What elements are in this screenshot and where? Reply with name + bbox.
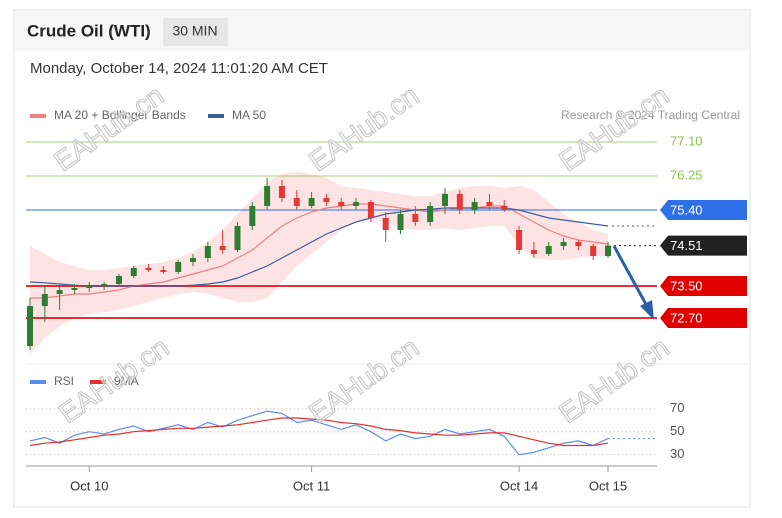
candle-body [441,194,448,206]
level-label: 72.70 [670,310,703,325]
level-label-box [660,276,747,296]
candle-body [456,194,463,210]
timeframe: 30 MIN [172,23,217,39]
level-label: 74.51 [670,238,703,253]
candle-body [590,246,597,256]
legend-swatch [30,114,46,118]
legend-swatch [30,380,46,384]
candle-body [234,226,241,250]
x-tick-label: Oct 14 [500,478,538,493]
level-label: 76.25 [670,167,703,182]
candle-body [41,294,48,306]
candle-body [382,218,389,230]
credit: Research © 2024 Trading Central [561,108,740,122]
candle-body [575,242,582,246]
candle-body [338,202,345,206]
legend-label: RSI [54,374,74,388]
candle-body [101,284,108,286]
candle-body [516,230,523,250]
legend-label: MA 20 + Bollinger Bands [54,108,186,122]
candle-body [397,214,404,230]
legend-swatch [90,380,106,384]
candle-body [605,245,611,256]
datetime: Monday, October 14, 2024 11:01:20 AM CET [30,60,328,77]
bollinger-band [30,172,608,354]
level-label: 75.40 [670,202,703,217]
candle-body [278,186,285,198]
level-label: 73.50 [670,278,703,293]
candle-body [353,202,360,206]
header-bar [15,11,749,51]
candle-body [545,246,552,254]
candle-body [115,276,122,284]
forecast-arrowhead [640,300,654,320]
x-tick-label: Oct 11 [293,478,330,493]
candle-body [323,198,330,202]
candle-body [175,262,182,272]
candle-body [204,246,211,258]
rsi-line [29,417,609,447]
rsi-line [29,410,609,456]
candle-body [560,242,567,246]
ma-line [30,203,609,299]
candle-body [27,306,33,346]
candle-body [264,186,271,206]
legend-swatch [208,114,224,118]
candle-body [367,202,374,218]
y-tick-label: 70 [670,400,684,415]
forecast-arrow [612,245,650,309]
legend-label: MA 50 [232,108,266,122]
candle-body [145,268,152,270]
ma-line [29,207,609,287]
x-tick-label: Oct 15 [589,478,627,493]
y-tick-label: 30 [670,446,684,461]
candle-body [56,290,63,294]
candle-body [427,206,434,222]
candle-body [308,198,315,206]
candle-body [501,206,508,210]
candle-body [86,286,93,288]
candle-body [249,206,256,226]
title: Crude Oil (WTI) [27,21,151,40]
level-label: 77.10 [670,133,703,148]
candle-body [130,268,137,276]
candle-body [486,202,493,206]
candle-body [190,258,197,262]
x-tick-label: Oct 10 [70,478,108,493]
candle-body [71,288,78,290]
candle-body [293,198,300,206]
candle-body [219,246,226,250]
candle-body [160,270,167,272]
level-label-box [660,308,747,328]
legend-label: 9MA [114,374,139,388]
level-label-box [660,200,747,220]
level-label-box [660,235,747,256]
candle-body [530,250,537,254]
card [13,9,751,508]
y-tick-label: 50 [670,423,684,438]
candle-body [471,202,478,210]
timeframe-box [163,18,228,46]
candle-body [412,214,419,222]
